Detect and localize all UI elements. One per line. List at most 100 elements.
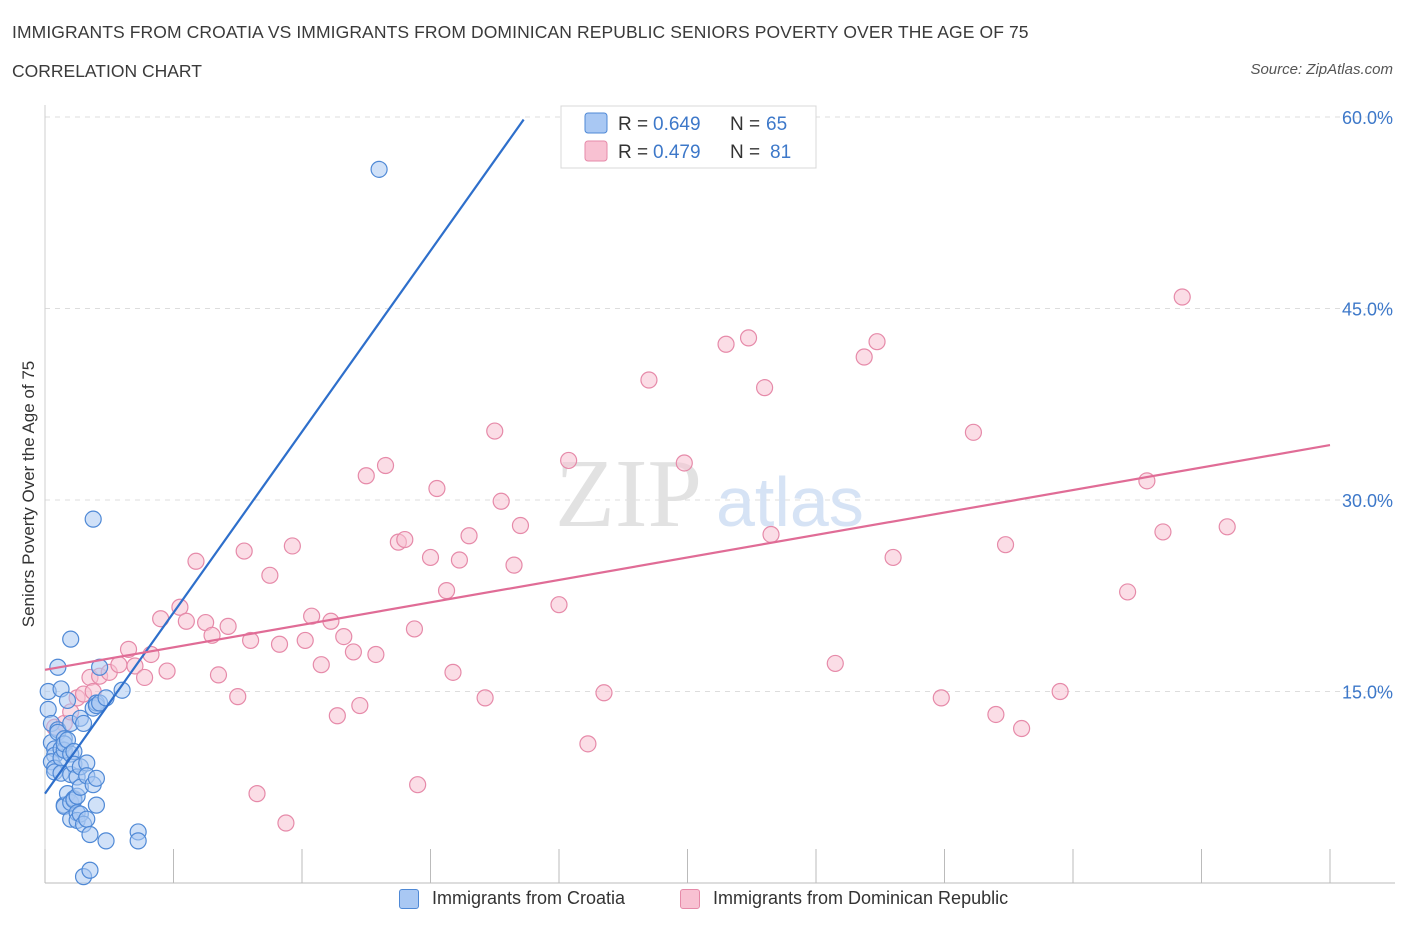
- dr-point-68: [855, 348, 873, 366]
- legend-n-value-croatia: 65: [766, 114, 787, 135]
- dr-point-52: [476, 689, 494, 707]
- dr-point-35: [328, 707, 346, 725]
- dr-point-79: [1154, 523, 1172, 541]
- dr-point-16: [171, 598, 189, 616]
- legend-top: R = 0.649 N = 65 R = 0.479 N = 81: [560, 105, 817, 169]
- dr-point-58: [560, 451, 578, 470]
- dr-point-40: [367, 645, 385, 664]
- y-tick-label-0: 15.0%: [1342, 683, 1393, 703]
- legend-bottom: Immigrants from Croatia Immigrants from …: [0, 888, 1406, 918]
- dr-point-26: [248, 785, 266, 803]
- legend-swatch-croatia-bottom: [399, 888, 419, 909]
- dr-point-74: [996, 536, 1015, 554]
- dr-point-43: [396, 530, 414, 549]
- legend-r-label-croatia: R =: [618, 114, 648, 135]
- chart-subtitle: CORRELATION CHART: [12, 61, 202, 81]
- dr-point-33: [312, 656, 330, 674]
- dr-point-53: [486, 422, 504, 440]
- dr-point-61: [640, 371, 658, 389]
- croatia-point-47: [78, 810, 96, 828]
- y-tick-label-3: 60.0%: [1342, 108, 1393, 128]
- dr-point-71: [932, 689, 950, 707]
- y-tick-label-2: 45.0%: [1342, 300, 1393, 320]
- legend-swatch-dr-bottom: [680, 888, 700, 909]
- dr-trendline: [44, 444, 1331, 671]
- chart-title: IMMIGRANTS FROM CROATIA VS IMMIGRANTS FR…: [12, 22, 1029, 42]
- dr-point-75: [1012, 719, 1031, 738]
- watermark: ZIP atlas: [555, 440, 864, 548]
- croatia-point-56: [87, 796, 106, 814]
- croatia-point-64: [370, 160, 388, 178]
- dr-point-64: [739, 329, 758, 347]
- dr-point-22: [219, 617, 237, 635]
- croatia-point-29: [62, 630, 80, 648]
- croatia-point-49: [81, 861, 99, 879]
- source-credit: Source: ZipAtlas.com: [1250, 61, 1393, 78]
- dr-point-66: [762, 525, 780, 544]
- dr-point-10: [119, 640, 138, 658]
- dr-point-81: [1218, 518, 1236, 536]
- legend-n-value-dr: 81: [770, 142, 791, 163]
- dr-point-49: [444, 663, 462, 681]
- y-tick-labels: 15.0% 30.0% 45.0% 60.0%: [1342, 108, 1393, 703]
- dr-point-56: [511, 516, 530, 535]
- y-tick-label-1: 30.0%: [1342, 491, 1393, 511]
- dr-point-60: [595, 684, 613, 702]
- dr-point-37: [344, 643, 362, 661]
- dr-point-77: [1119, 583, 1137, 601]
- legend-r-value-dr: 0.479: [653, 142, 701, 163]
- legend-r-label-dr: R =: [618, 142, 648, 163]
- croatia-point-55: [87, 769, 106, 787]
- dr-point-29: [277, 814, 295, 832]
- croatia-point-21: [58, 691, 77, 710]
- legend-r-value-croatia: 0.649: [653, 114, 701, 135]
- dr-point-28: [270, 635, 289, 653]
- croatia-point-63: [129, 832, 147, 850]
- dr-point-25: [242, 631, 260, 650]
- dr-point-57: [550, 596, 568, 614]
- watermark-atlas: atlas: [716, 463, 864, 541]
- dr-point-55: [505, 556, 523, 574]
- dr-point-36: [335, 628, 353, 646]
- dr-point-38: [351, 696, 369, 715]
- croatia-point-51: [84, 510, 102, 528]
- dr-point-59: [579, 735, 597, 753]
- legend-item-dr: Immigrants from Dominican Republic: [680, 888, 1008, 909]
- legend-swatch-croatia: [584, 112, 608, 134]
- legend-n-label-croatia: N =: [730, 114, 760, 135]
- dr-point-24: [235, 542, 253, 560]
- axes: [44, 105, 1395, 884]
- croatia-point-59: [97, 832, 115, 850]
- dr-point-69: [868, 333, 886, 351]
- dr-point-54: [492, 492, 510, 510]
- dr-point-41: [376, 456, 395, 475]
- croatia-point-48: [81, 825, 99, 844]
- dr-point-62: [675, 454, 693, 472]
- dr-point-21: [209, 666, 228, 684]
- croatia-point-42: [74, 714, 93, 733]
- dr-point-80: [1173, 288, 1191, 306]
- dr-point-48: [437, 582, 456, 600]
- dr-point-50: [450, 551, 469, 569]
- scatter-chart: ZIP atlas Seniors Poverty Over the Age o…: [19, 105, 1395, 886]
- croatia-points: [39, 160, 388, 886]
- grid-lines: [45, 116, 1395, 692]
- dr-point-73: [987, 705, 1005, 724]
- legend-swatch-dr: [584, 140, 608, 162]
- dr-point-23: [229, 688, 247, 706]
- dr-point-44: [405, 620, 424, 638]
- dr-point-9: [110, 656, 128, 674]
- dr-point-45: [409, 776, 427, 794]
- dr-point-12: [135, 668, 154, 687]
- croatia-point-61: [113, 681, 131, 699]
- dr-point-30: [283, 537, 301, 555]
- dr-point-65: [755, 379, 774, 397]
- dr-point-13: [142, 645, 160, 664]
- dr-point-27: [261, 566, 279, 584]
- dr-point-18: [187, 552, 205, 570]
- dr-point-46: [421, 548, 440, 567]
- y-axis-label: Seniors Poverty Over the Age of 75: [19, 361, 38, 627]
- croatia-point-1: [39, 700, 57, 718]
- dr-point-39: [357, 467, 375, 485]
- dr-point-31: [296, 631, 314, 650]
